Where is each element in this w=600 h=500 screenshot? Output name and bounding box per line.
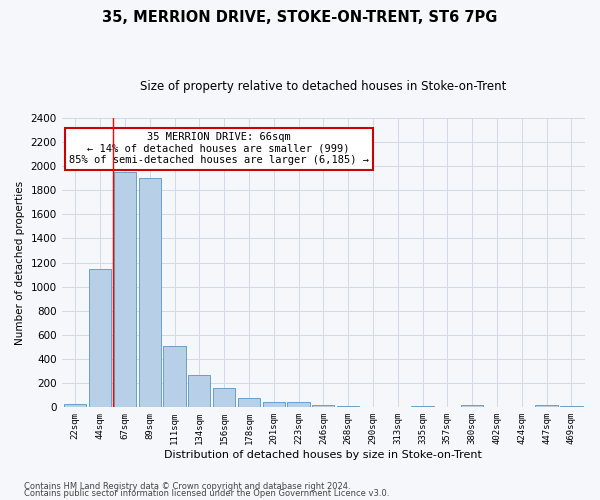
Text: 35 MERRION DRIVE: 66sqm
← 14% of detached houses are smaller (999)
85% of semi-d: 35 MERRION DRIVE: 66sqm ← 14% of detache… — [68, 132, 368, 166]
Bar — [114, 172, 136, 408]
Bar — [337, 406, 359, 407]
Bar — [238, 398, 260, 407]
Text: Contains HM Land Registry data © Crown copyright and database right 2024.: Contains HM Land Registry data © Crown c… — [24, 482, 350, 491]
Bar — [263, 402, 285, 407]
X-axis label: Distribution of detached houses by size in Stoke-on-Trent: Distribution of detached houses by size … — [164, 450, 482, 460]
Text: Contains public sector information licensed under the Open Government Licence v3: Contains public sector information licen… — [24, 490, 389, 498]
Bar — [188, 376, 211, 408]
Y-axis label: Number of detached properties: Number of detached properties — [15, 180, 25, 344]
Bar — [436, 406, 458, 408]
Bar — [386, 406, 409, 408]
Text: 35, MERRION DRIVE, STOKE-ON-TRENT, ST6 7PG: 35, MERRION DRIVE, STOKE-ON-TRENT, ST6 7… — [103, 10, 497, 25]
Bar — [139, 178, 161, 408]
Bar — [461, 405, 484, 407]
Bar — [560, 406, 583, 407]
Bar — [362, 406, 384, 408]
Bar — [287, 402, 310, 407]
Title: Size of property relative to detached houses in Stoke-on-Trent: Size of property relative to detached ho… — [140, 80, 506, 93]
Bar — [163, 346, 185, 408]
Bar — [511, 406, 533, 408]
Bar — [89, 268, 111, 407]
Bar — [412, 406, 434, 408]
Bar — [486, 406, 508, 408]
Bar — [213, 388, 235, 407]
Bar — [312, 405, 334, 407]
Bar — [535, 405, 558, 407]
Bar — [64, 404, 86, 407]
